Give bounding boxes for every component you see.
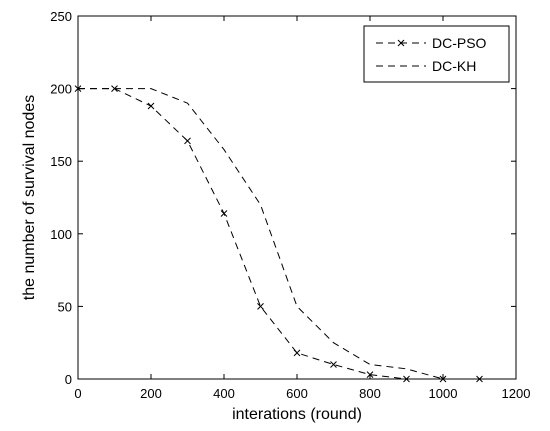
series-layer xyxy=(74,85,483,383)
series-line-0 xyxy=(78,88,480,380)
legend-label: DC-KH xyxy=(432,58,476,74)
plot-frame xyxy=(77,15,517,380)
y-tick-label: 250 xyxy=(50,9,72,24)
y-tick-label: 100 xyxy=(50,227,72,242)
legend-box xyxy=(363,25,510,83)
x-axis-label: interations (round) xyxy=(232,406,362,423)
data-point-marker xyxy=(293,349,301,357)
legend-label: DC-PSO xyxy=(432,35,487,51)
data-point-marker xyxy=(184,137,191,145)
legend-items: DC-PSO DC-KH xyxy=(376,35,487,74)
y-tick-label: 200 xyxy=(50,82,72,97)
data-point-marker xyxy=(366,371,374,378)
y-tick-label: 50 xyxy=(58,299,72,314)
ticks-layer: 0 200 400 600 800 1000 1200 0 50 100 150 200 250 xyxy=(50,9,530,401)
series-line-1 xyxy=(78,88,444,380)
x-tick-label: 400 xyxy=(213,386,235,401)
data-point-marker xyxy=(257,303,264,310)
x-tick-label: 1000 xyxy=(429,386,458,401)
x-tick-label: 800 xyxy=(359,386,381,401)
x-tick-label: 0 xyxy=(74,386,81,401)
x-tick-label: 200 xyxy=(140,386,162,401)
x-tick-label: 600 xyxy=(286,386,308,401)
y-axis-label: the number of survival nodes xyxy=(21,95,38,300)
legend: DC-PSO DC-KH xyxy=(363,25,510,83)
data-point-marker xyxy=(220,210,228,217)
data-point-marker xyxy=(330,361,337,368)
y-tick-label: 0 xyxy=(65,372,72,387)
data-point-marker xyxy=(147,102,155,110)
x-tick-label: 1200 xyxy=(502,386,531,401)
y-tick-label: 150 xyxy=(50,154,72,169)
legend-swatch-marker xyxy=(397,39,405,47)
